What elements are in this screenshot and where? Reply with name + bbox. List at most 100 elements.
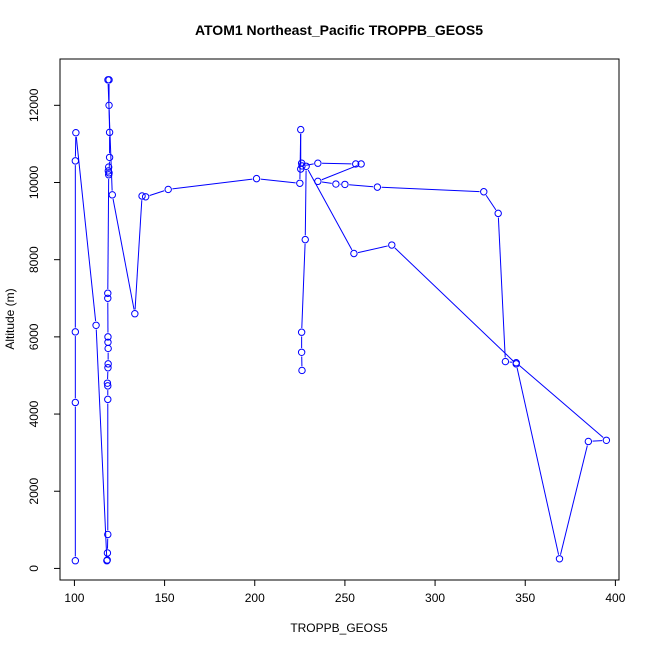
y-axis-label: Altitude (m) <box>3 288 17 349</box>
data-point <box>105 101 113 110</box>
data-point <box>104 289 112 297</box>
x-axis: 100 150 200 250 300 350 400 <box>64 580 626 605</box>
x-tick-label: 150 <box>155 591 175 605</box>
plot-frame <box>59 58 620 581</box>
data-point <box>92 321 100 329</box>
series-segment <box>306 163 314 166</box>
series-segment <box>95 329 108 557</box>
data-point <box>103 379 112 387</box>
data-point <box>297 328 306 336</box>
x-tick-label: 100 <box>64 591 84 605</box>
data-point <box>71 398 80 407</box>
data-point <box>164 185 172 194</box>
data-point <box>104 530 112 539</box>
series-segment <box>381 186 480 193</box>
series-line <box>74 84 604 557</box>
data-point <box>341 180 349 189</box>
y-tick-label: 2000 <box>27 478 41 505</box>
y-axis: 0 2000 4000 6000 8000 10000 12000 <box>27 88 60 572</box>
data-point <box>138 192 146 200</box>
series-segment <box>301 243 306 329</box>
y-tick-label: 6000 <box>27 323 41 350</box>
data-point <box>104 76 112 84</box>
series-segment <box>172 178 253 190</box>
data-point <box>555 555 564 563</box>
data-point <box>103 556 111 564</box>
data-point <box>501 357 510 366</box>
data-point <box>314 177 322 186</box>
data-point <box>480 188 488 196</box>
data-point <box>297 348 306 357</box>
data-point <box>388 241 396 249</box>
x-tick-label: 200 <box>245 591 265 605</box>
data-point <box>301 235 309 244</box>
data-point <box>373 183 382 191</box>
data-point <box>104 382 112 390</box>
data-point <box>357 160 365 168</box>
data-point <box>297 125 305 134</box>
series-segment <box>497 217 506 358</box>
data-point <box>104 163 113 171</box>
series-segment <box>349 184 374 188</box>
data-point <box>350 249 358 258</box>
data-point <box>494 209 502 218</box>
data-point <box>72 129 80 137</box>
series-points <box>71 76 611 565</box>
data-point <box>104 333 112 341</box>
data-point <box>352 160 360 168</box>
data-point <box>104 395 112 404</box>
data-point <box>512 360 520 368</box>
data-point <box>104 338 112 346</box>
series-segment <box>519 365 604 438</box>
x-tick-label: 400 <box>605 591 625 605</box>
series-segment <box>592 440 603 442</box>
data-point <box>104 364 112 372</box>
data-point <box>296 179 304 187</box>
x-tick-label: 350 <box>515 591 535 605</box>
data-point <box>105 169 113 177</box>
data-point <box>104 294 112 302</box>
series-segment <box>485 194 497 211</box>
data-point <box>584 437 593 446</box>
data-point <box>104 360 112 368</box>
data-point <box>103 549 112 557</box>
data-point <box>298 162 306 170</box>
series-segment <box>304 170 307 236</box>
series-segment <box>112 198 135 310</box>
series-segment <box>322 162 352 165</box>
series-segment <box>357 245 388 254</box>
x-tick-label: 300 <box>425 591 445 605</box>
series-segment <box>75 136 97 322</box>
series-segment <box>260 178 296 184</box>
data-point <box>602 436 611 444</box>
y-tick-label: 10000 <box>27 165 41 199</box>
data-point <box>104 344 112 353</box>
x-tick-label: 250 <box>335 591 355 605</box>
series-segment <box>107 178 110 290</box>
y-tick-label: 12000 <box>27 88 41 122</box>
data-point <box>105 153 114 162</box>
data-point <box>131 310 139 318</box>
y-tick-label: 8000 <box>27 246 41 273</box>
chart-title: ATOM1 Northeast_Pacific TROPPB_GEOS5 <box>195 22 483 38</box>
series-segment <box>134 200 143 310</box>
data-point <box>141 193 150 201</box>
data-point <box>332 180 340 188</box>
y-tick-label: 4000 <box>27 400 41 427</box>
series-segment <box>321 165 358 181</box>
data-point <box>71 157 80 165</box>
series-segment <box>149 190 165 196</box>
series-segment <box>321 181 332 184</box>
x-axis-label: TROPPB_GEOS5 <box>290 621 388 635</box>
data-point <box>302 162 310 170</box>
data-point <box>252 174 261 183</box>
data-point <box>71 328 80 336</box>
y-tick-label: 0 <box>27 565 41 572</box>
series-segment <box>560 445 588 555</box>
data-point <box>298 366 306 375</box>
data-point <box>71 557 80 565</box>
series-segment <box>394 247 514 362</box>
data-point <box>314 159 322 167</box>
data-point <box>108 191 116 199</box>
